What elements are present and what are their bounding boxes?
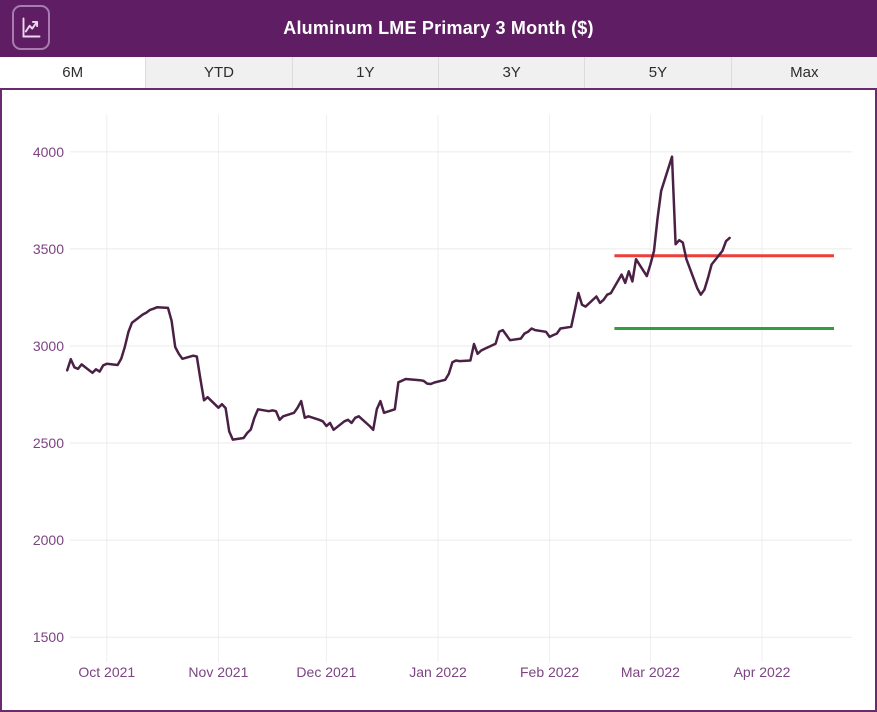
x-tick-label: Nov 2021 [188, 664, 248, 680]
y-tick-label: 2500 [33, 435, 64, 451]
tab-6m[interactable]: 6M [0, 57, 147, 88]
x-tick-label: Jan 2022 [409, 664, 467, 680]
tab-3y[interactable]: 3Y [438, 57, 586, 88]
y-tick-label: 2000 [33, 532, 64, 548]
y-tick-label: 3000 [33, 338, 64, 354]
y-tick-label: 3500 [33, 241, 64, 257]
chart-title: Aluminum LME Primary 3 Month ($) [283, 18, 594, 38]
aluminum-lme-3m-price-line [65, 155, 731, 441]
range-tabs: 6M YTD 1Y 3Y 5Y Max [0, 57, 877, 88]
tab-1y[interactable]: 1Y [292, 57, 439, 88]
chart-header: Aluminum LME Primary 3 Month ($) [0, 0, 877, 57]
price-chart: Oct 2021 Nov 2021 Dec 2021 Jan 2022 Feb 2022… [33, 115, 852, 680]
y-tick-label: 1500 [33, 629, 64, 645]
chart-panel: Oct 2021 Nov 2021 Dec 2021 Jan 2022 Feb 2022… [0, 88, 877, 712]
x-tick-label: Apr 2022 [734, 664, 791, 680]
chart-type-button[interactable] [12, 5, 50, 50]
tab-ytd[interactable]: YTD [146, 57, 293, 88]
line-chart-icon [22, 17, 41, 37]
x-tick-label: Mar 2022 [621, 664, 680, 680]
x-tick-label: Feb 2022 [520, 664, 579, 680]
x-tick-label: Oct 2021 [78, 664, 135, 680]
tab-max[interactable]: Max [731, 57, 877, 88]
y-tick-label: 4000 [33, 144, 64, 160]
x-tick-label: Dec 2021 [296, 664, 356, 680]
tab-5y[interactable]: 5Y [585, 57, 732, 88]
